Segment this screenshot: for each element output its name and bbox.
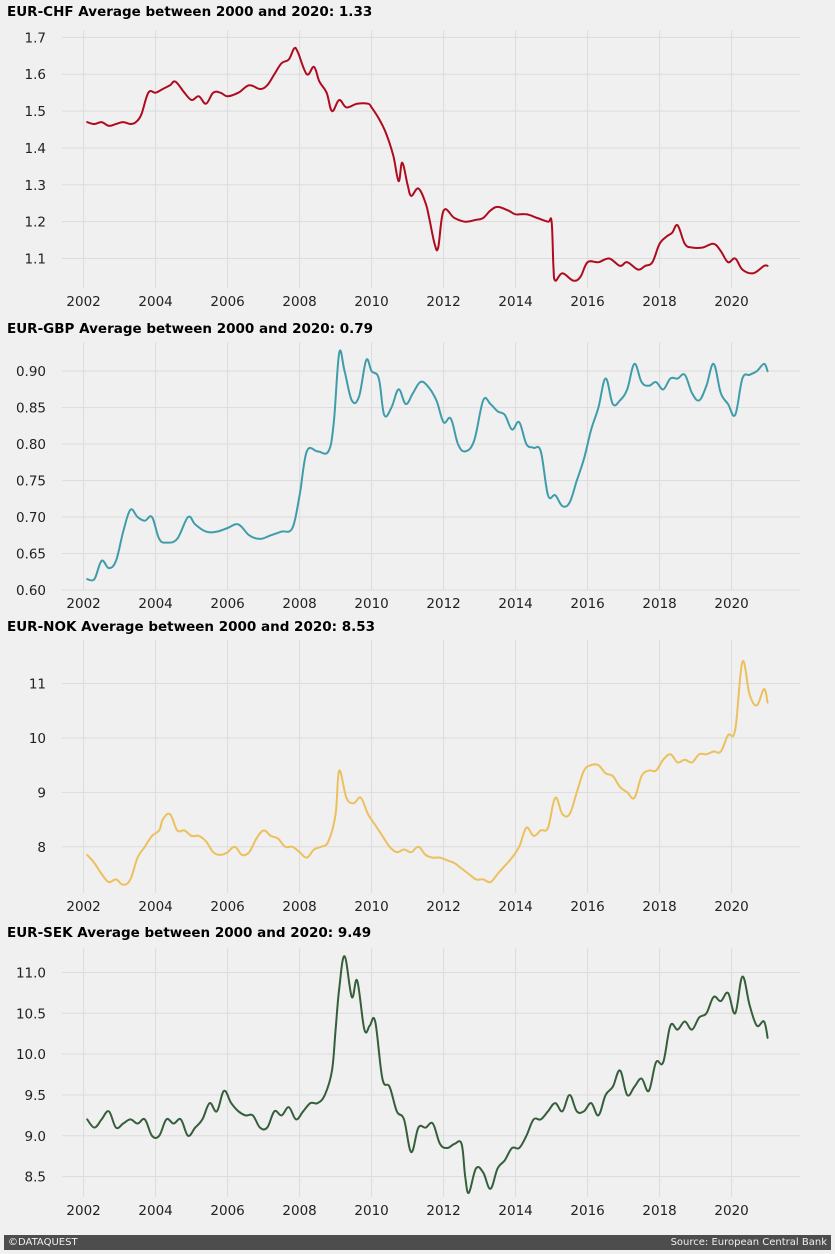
x-tick-label: 2006 (210, 596, 244, 612)
x-tick-label: 2018 (642, 596, 676, 612)
x-tick-label: 2018 (642, 1203, 676, 1219)
y-tick-label: 0.75 (16, 474, 46, 490)
x-tick-label: 2020 (714, 1203, 748, 1219)
series-line-3 (86, 660, 769, 886)
y-tick-label: 1.1 (25, 252, 46, 268)
x-tick-label: 2014 (498, 1203, 532, 1219)
x-tick-label: 2004 (138, 899, 172, 915)
y-tick-label: 9 (37, 785, 46, 801)
series-line-2 (86, 349, 769, 582)
y-tick-label: 0.60 (16, 583, 46, 599)
footer-credit: ©DATAQUEST (8, 1237, 78, 1248)
x-tick-label: 2004 (138, 596, 172, 612)
x-tick-label: 2006 (210, 899, 244, 915)
x-tick-label: 2010 (354, 1203, 388, 1219)
series-line-4 (86, 955, 769, 1194)
y-tick-label: 10 (29, 731, 46, 747)
x-tick-label: 2020 (714, 899, 748, 915)
series-line-1 (86, 46, 769, 282)
x-tick-label: 2010 (354, 294, 388, 310)
y-tick-label: 11.0 (16, 965, 46, 981)
y-tick-label: 1.5 (25, 104, 46, 120)
x-tick-label: 2008 (282, 294, 316, 310)
x-tick-label: 2010 (354, 899, 388, 915)
x-tick-label: 2016 (570, 1203, 604, 1219)
x-tick-label: 2016 (570, 294, 604, 310)
x-tick-label: 2006 (210, 1203, 244, 1219)
x-tick-label: 2012 (426, 294, 460, 310)
y-tick-label: 0.80 (16, 437, 46, 453)
y-tick-label: 11 (29, 677, 46, 693)
x-tick-label: 2014 (498, 899, 532, 915)
x-tick-label: 2020 (714, 294, 748, 310)
y-tick-label: 1.7 (25, 30, 46, 46)
x-tick-label: 2020 (714, 596, 748, 612)
x-tick-label: 2012 (426, 1203, 460, 1219)
x-tick-label: 2002 (66, 1203, 100, 1219)
y-tick-label: 9.0 (25, 1129, 46, 1145)
x-tick-label: 2002 (66, 596, 100, 612)
x-tick-label: 2004 (138, 1203, 172, 1219)
y-tick-label: 1.2 (25, 215, 46, 231)
y-tick-label: 10.0 (16, 1047, 46, 1063)
y-tick-label: 0.65 (16, 547, 46, 563)
x-tick-label: 2012 (426, 899, 460, 915)
chart-title-3: EUR-NOK Average between 2000 and 2020: 8… (7, 619, 375, 635)
x-tick-label: 2012 (426, 596, 460, 612)
y-tick-label: 1.6 (25, 67, 46, 83)
y-tick-label: 1.3 (25, 178, 46, 194)
x-tick-label: 2018 (642, 899, 676, 915)
x-tick-label: 2016 (570, 899, 604, 915)
x-tick-label: 2006 (210, 294, 244, 310)
y-tick-label: 0.70 (16, 510, 46, 526)
x-tick-label: 2014 (498, 596, 532, 612)
y-tick-label: 10.5 (16, 1006, 46, 1022)
x-tick-label: 2008 (282, 596, 316, 612)
y-tick-label: 8.5 (25, 1170, 46, 1186)
chart-title-4: EUR-SEK Average between 2000 and 2020: 9… (7, 925, 371, 941)
y-tick-label: 0.90 (16, 364, 46, 380)
chart-title-2: EUR-GBP Average between 2000 and 2020: 0… (7, 321, 373, 337)
signature-bar: ©DATAQUEST Source: European Central Bank (4, 1235, 831, 1250)
x-tick-label: 2010 (354, 596, 388, 612)
x-tick-label: 2008 (282, 899, 316, 915)
y-tick-label: 9.5 (25, 1088, 46, 1104)
y-tick-label: 0.85 (16, 401, 46, 417)
x-tick-label: 2002 (66, 899, 100, 915)
chart-title-1: EUR-CHF Average between 2000 and 2020: 1… (7, 4, 372, 20)
x-tick-label: 2016 (570, 596, 604, 612)
x-tick-label: 2018 (642, 294, 676, 310)
x-tick-label: 2014 (498, 294, 532, 310)
x-tick-label: 2002 (66, 294, 100, 310)
x-tick-label: 2004 (138, 294, 172, 310)
y-tick-label: 1.4 (25, 141, 46, 157)
y-tick-label: 8 (37, 840, 46, 856)
x-tick-label: 2008 (282, 1203, 316, 1219)
footer-source: Source: European Central Bank (670, 1237, 827, 1248)
